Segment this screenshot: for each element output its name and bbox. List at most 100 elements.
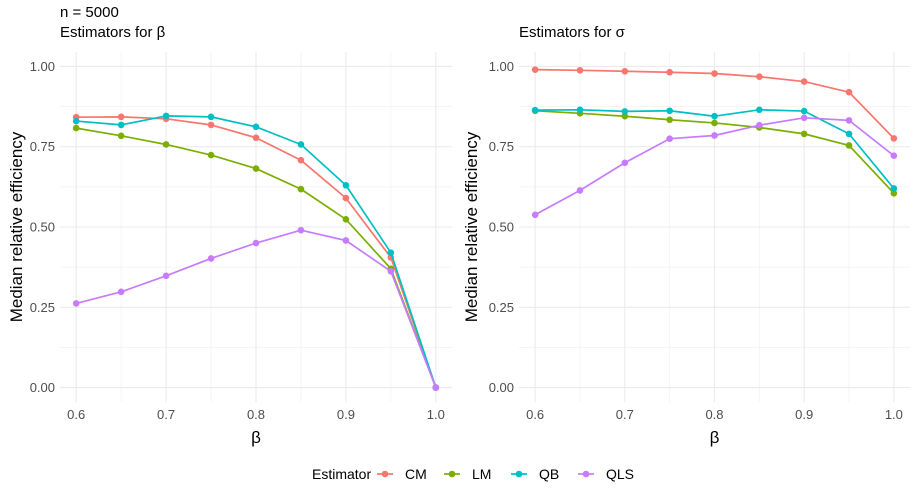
data-point-QB	[666, 107, 673, 115]
data-point-CM	[890, 135, 898, 142]
y-axis-label: Median relative efficiency	[462, 131, 481, 322]
legend-key-point	[381, 470, 389, 478]
data-point-LM	[845, 142, 853, 149]
y-axis-label: Median relative efficiency	[7, 131, 26, 322]
legend-item-QLS: QLS	[578, 466, 634, 482]
data-point-CM	[576, 67, 584, 74]
data-point-QB	[621, 108, 629, 115]
data-point-LM	[72, 124, 80, 132]
data-point-CM	[252, 134, 260, 142]
data-point-QLS	[531, 211, 539, 219]
data-point-LM	[342, 215, 350, 223]
data-point-QB	[72, 117, 80, 125]
legend-title: Estimator	[312, 466, 371, 482]
x-tick-label: 0.7	[616, 407, 634, 422]
data-point-QLS	[387, 268, 395, 275]
data-point-LM	[162, 141, 170, 148]
legend-label: QLS	[606, 466, 634, 482]
legend: Estimator CM LM QB QLS	[312, 466, 634, 482]
data-point-CM	[342, 194, 350, 202]
panel-title: Estimators for σ	[519, 24, 626, 41]
x-tick-label: 0.9	[795, 407, 813, 422]
x-tick-label: 0.8	[247, 407, 265, 422]
data-point-CM	[756, 73, 763, 81]
data-point-QB	[162, 112, 170, 120]
data-point-QB	[756, 106, 763, 114]
data-point-LM	[252, 165, 260, 172]
series-QLS	[72, 226, 440, 391]
data-point-CM	[117, 113, 125, 121]
data-point-CM	[207, 121, 215, 129]
data-point-QLS	[432, 384, 440, 391]
series-QB	[531, 106, 898, 192]
data-point-CM	[800, 78, 808, 85]
data-point-QLS	[207, 255, 215, 262]
data-point-CM	[297, 156, 305, 164]
data-point-QB	[890, 185, 898, 192]
data-point-QB	[387, 249, 395, 256]
x-tick-label: 1.0	[427, 407, 445, 422]
panel-1: Estimators for β 0.6 0.7 0.8 0.9 1.0 0.00 0.25 0…	[7, 24, 452, 447]
x-tick-label: 0.6	[67, 407, 85, 422]
data-point-QB	[800, 107, 808, 115]
y-tick-label: 0.50	[489, 220, 514, 235]
series-CM	[531, 66, 898, 142]
y-tick-label: 0.25	[489, 300, 514, 315]
data-point-QLS	[162, 272, 170, 280]
data-point-LM	[666, 116, 673, 124]
y-tick-label: 0.00	[489, 380, 514, 395]
legend-label: QB	[539, 466, 559, 482]
data-point-QLS	[297, 226, 305, 234]
y-tick-label: 0.25	[30, 300, 55, 315]
x-tick-label: 0.9	[337, 407, 355, 422]
data-point-LM	[800, 130, 808, 138]
data-point-CM	[621, 67, 629, 75]
data-point-QB	[252, 123, 260, 131]
data-point-LM	[207, 151, 215, 159]
y-tick-label: 1.00	[489, 59, 514, 74]
data-point-QLS	[342, 237, 350, 244]
data-point-CM	[666, 68, 673, 76]
data-point-QLS	[72, 300, 80, 307]
data-point-QB	[845, 130, 853, 138]
data-point-QB	[342, 181, 350, 189]
x-tick-label: 1.0	[885, 407, 903, 422]
data-point-QB	[207, 113, 215, 121]
x-tick-label: 0.8	[705, 407, 723, 422]
data-point-QB	[297, 141, 305, 148]
legend-item-CM: CM	[377, 466, 427, 482]
data-point-QLS	[890, 152, 898, 160]
legend-key-point	[515, 470, 523, 478]
x-tick-label: 0.6	[526, 407, 544, 422]
data-point-LM	[711, 119, 718, 127]
data-point-LM	[621, 112, 629, 120]
data-point-QB	[117, 121, 125, 129]
x-axis-label: β	[251, 428, 261, 447]
data-point-CM	[711, 70, 718, 77]
x-axis-label: β	[710, 428, 720, 447]
y-tick-label: 1.00	[30, 59, 55, 74]
data-point-QLS	[845, 117, 853, 124]
data-point-CM	[531, 66, 539, 73]
data-point-QLS	[576, 187, 584, 194]
data-point-QLS	[666, 135, 673, 142]
data-point-QLS	[756, 121, 763, 129]
x-tick-label: 0.7	[157, 407, 175, 422]
legend-label: CM	[405, 466, 427, 482]
y-tick-label: 0.50	[30, 220, 55, 235]
panel-2: Estimators for σ 0.6 0.7 0.8 0.9 1.0 0.00 0.25 0…	[462, 24, 910, 447]
legend-item-QB: QB	[511, 466, 559, 482]
y-tick-label: 0.75	[489, 139, 514, 154]
data-point-LM	[297, 185, 305, 193]
legend-item-LM: LM	[444, 466, 491, 482]
panel-title: Estimators for β	[60, 24, 166, 41]
data-point-CM	[845, 88, 853, 96]
legend-key-point	[582, 470, 590, 478]
data-point-QLS	[252, 239, 260, 247]
y-tick-label: 0.00	[30, 380, 55, 395]
data-point-QLS	[117, 288, 125, 296]
data-point-QB	[711, 112, 718, 120]
data-point-QLS	[711, 132, 718, 139]
sample-size-label: n = 5000	[60, 4, 119, 21]
